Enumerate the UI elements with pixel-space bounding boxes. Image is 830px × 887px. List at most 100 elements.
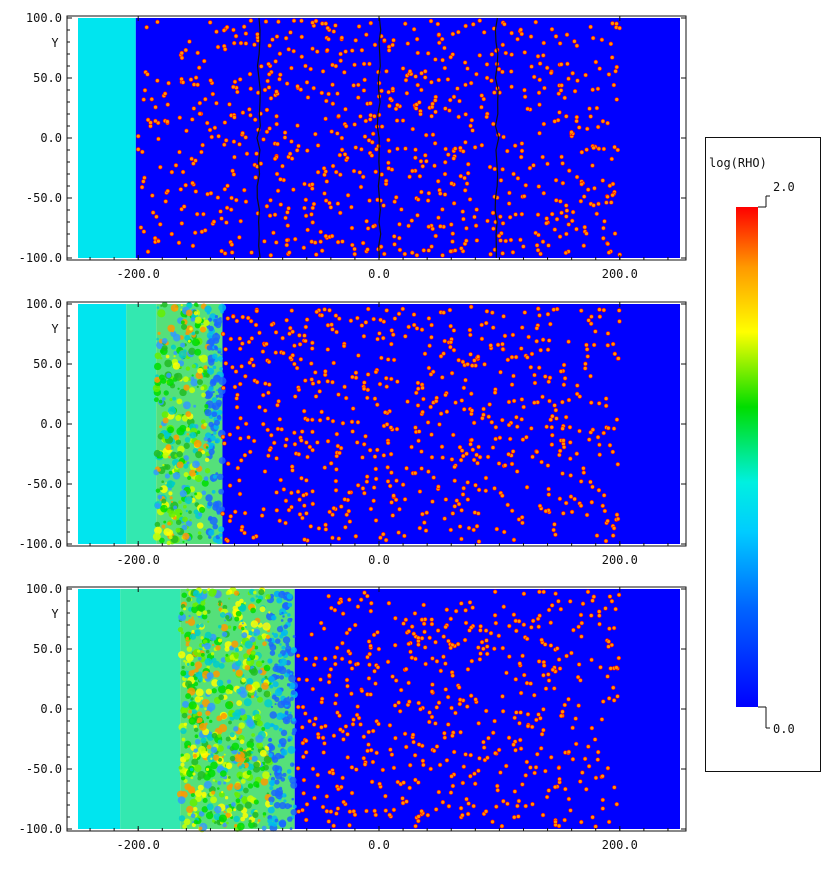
density-clump	[383, 410, 388, 415]
turbulence-blob	[205, 811, 214, 820]
density-clump	[605, 241, 610, 247]
density-clump	[313, 716, 318, 721]
density-clump	[600, 806, 606, 811]
turbulence-blob	[154, 362, 162, 371]
turbulence-blob	[250, 650, 256, 656]
density-clump	[379, 355, 384, 361]
turbulence-blob	[156, 306, 160, 309]
density-clump	[338, 172, 343, 177]
density-clump	[461, 385, 467, 391]
density-clump	[439, 444, 445, 449]
turbulence-blob	[268, 641, 274, 647]
density-clump	[433, 640, 438, 645]
density-clump	[469, 408, 475, 413]
density-clump	[345, 683, 350, 689]
density-clump	[591, 342, 597, 348]
density-clump	[330, 101, 336, 106]
colorbar: log(RHO) 2.0 0.0	[709, 156, 795, 736]
turbulence-blob	[179, 366, 183, 369]
density-clump	[209, 134, 214, 140]
density-clump	[560, 709, 565, 714]
turbulence-blob	[180, 320, 185, 325]
turbulence-blob	[240, 758, 245, 763]
density-clump	[313, 370, 318, 375]
density-clump	[522, 672, 527, 678]
density-clump	[588, 373, 593, 379]
turbulence-blob	[178, 765, 183, 770]
density-clump	[459, 448, 465, 453]
density-clump	[469, 118, 474, 123]
density-clump	[350, 406, 356, 411]
density-clump	[379, 88, 384, 94]
density-clump	[462, 407, 467, 412]
density-clump	[590, 163, 595, 168]
density-clump	[362, 442, 367, 447]
density-clump	[340, 611, 346, 616]
density-clump	[510, 332, 516, 338]
density-clump	[221, 28, 227, 33]
density-clump	[207, 127, 213, 133]
density-clump	[588, 114, 593, 119]
y-tick-label: 0.0	[40, 702, 62, 716]
turbulence-blob	[225, 701, 234, 710]
density-clump	[445, 77, 451, 82]
density-clump	[448, 790, 454, 795]
density-clump	[266, 390, 271, 395]
density-clump	[342, 152, 348, 157]
density-clump	[614, 21, 619, 26]
density-clump	[500, 341, 505, 347]
density-clump	[328, 205, 334, 210]
density-clump	[617, 319, 622, 324]
density-clump	[411, 322, 417, 328]
turbulence-blob	[250, 597, 255, 602]
density-clump	[316, 379, 322, 385]
density-clump	[334, 467, 339, 472]
density-clump	[549, 211, 555, 217]
density-clump	[564, 114, 569, 119]
density-clump	[596, 201, 601, 207]
turbulence-blob	[194, 789, 202, 797]
density-clump	[277, 417, 283, 422]
turbulence-blob	[185, 309, 193, 317]
density-clump	[287, 151, 293, 156]
density-clump	[521, 244, 526, 249]
density-clump	[195, 50, 200, 56]
density-clump	[530, 802, 535, 807]
density-clump	[309, 377, 314, 382]
density-clump	[238, 346, 243, 352]
density-clump	[603, 538, 609, 544]
density-clump	[610, 449, 616, 455]
density-clump	[548, 417, 553, 422]
density-clump	[541, 40, 546, 46]
density-clump	[232, 154, 237, 160]
density-clump	[140, 149, 145, 155]
density-clump	[330, 163, 336, 169]
density-clump	[529, 351, 535, 357]
density-clump	[423, 661, 428, 667]
density-clump	[341, 799, 346, 805]
density-clump	[282, 135, 288, 140]
density-clump	[585, 354, 590, 359]
density-clump	[453, 608, 459, 614]
density-clump	[221, 385, 226, 391]
turbulence-blob	[167, 324, 175, 333]
turbulence-blob	[225, 736, 231, 742]
density-clump	[327, 509, 332, 515]
density-clump	[572, 88, 578, 94]
turbulence-blob	[209, 719, 213, 724]
turbulence-blob	[177, 387, 180, 390]
density-clump	[406, 680, 411, 686]
density-clump	[295, 766, 301, 771]
turbulence-blob	[251, 733, 256, 737]
turbulence-blob	[158, 399, 163, 404]
density-clump	[519, 397, 525, 402]
density-clump	[365, 395, 370, 401]
turbulence-blob	[216, 510, 221, 515]
density-clump	[537, 131, 542, 136]
turbulence-blob	[185, 680, 193, 688]
density-clump	[351, 717, 356, 722]
density-clump	[344, 677, 350, 683]
density-clump	[225, 316, 231, 321]
density-clump	[492, 589, 498, 595]
density-clump	[513, 212, 518, 217]
